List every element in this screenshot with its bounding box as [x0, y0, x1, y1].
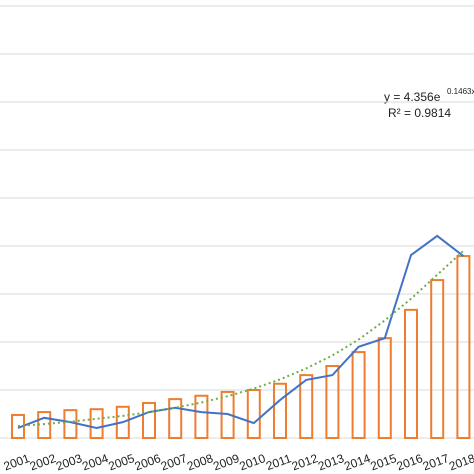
bar: [456, 255, 471, 439]
x-tick-label: 2015: [368, 451, 398, 473]
bar: [430, 279, 445, 439]
bar: [89, 408, 104, 440]
x-tick-label: 2005: [106, 451, 136, 473]
bar: [194, 394, 209, 440]
trend-line: [17, 250, 465, 427]
bar: [168, 398, 183, 439]
bar: [377, 337, 392, 439]
x-tick-label: 2007: [159, 451, 189, 473]
x-tick-label: 2002: [28, 451, 58, 473]
x-tick-label: 2012: [290, 451, 320, 473]
x-tick-label: 2017: [421, 451, 451, 473]
bar: [220, 390, 235, 440]
trend-equation: y = 4.356e: [384, 90, 441, 104]
r-squared: R² = 0.9814: [388, 106, 451, 120]
x-tick-label: 2006: [133, 451, 163, 473]
x-tick-label: 2011: [264, 451, 293, 473]
bar: [325, 365, 340, 439]
x-tick-label: 2014: [342, 451, 372, 473]
x-tick-label: 2004: [80, 451, 110, 473]
x-tick-label: 2016: [395, 451, 425, 473]
x-tick-label: 2013: [316, 451, 346, 473]
bar: [115, 405, 130, 439]
bar: [299, 374, 314, 439]
bar: [246, 389, 261, 439]
x-tick-label: 2010: [237, 451, 267, 473]
bar: [142, 401, 156, 439]
x-tick-label: 2003: [54, 451, 84, 473]
bar: [273, 382, 287, 440]
x-tick-label: 2001: [2, 451, 32, 473]
line: [17, 234, 465, 429]
bar: [404, 308, 418, 439]
trend-exponent: 0.1463x: [447, 87, 474, 96]
x-tick-label: 2008: [185, 451, 215, 473]
bar: [351, 351, 366, 439]
x-tick-label: 2009: [211, 451, 241, 473]
x-tick-label: 2018: [447, 451, 474, 473]
